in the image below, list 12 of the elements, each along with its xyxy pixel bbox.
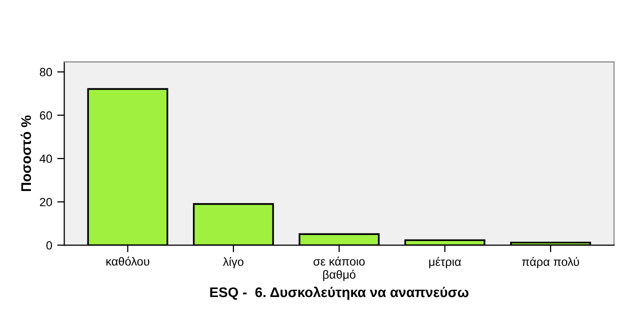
x-tick-label: μέτρια	[429, 256, 461, 268]
y-tick-label: 40	[40, 154, 52, 163]
y-tick-label: 80	[40, 68, 52, 76]
x-tick-label: πάρα πολύ	[522, 256, 580, 268]
x-axis-title: ESQ - 6. Δυσκολεύτηκα να αναπνεύσω	[210, 286, 468, 300]
y-axis-title: Ποσοστό %	[20, 115, 32, 192]
x-tick-label: σε κάποιο βαθμό	[314, 256, 365, 282]
y-tick-label: 60	[40, 111, 52, 120]
y-tick-label: 20	[40, 198, 52, 206]
x-tick-label: λίγο	[223, 256, 244, 268]
y-tick-label: 0	[46, 241, 52, 250]
x-tick-label: καθόλου	[106, 256, 150, 266]
